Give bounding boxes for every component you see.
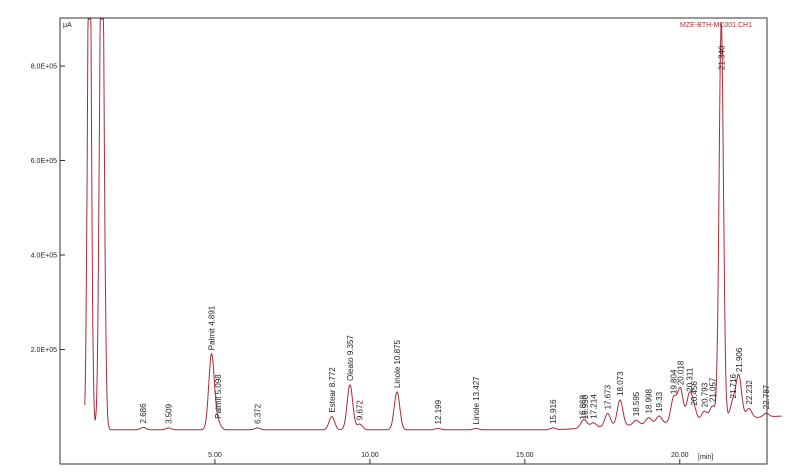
peak-label: Palmit 4.891 [208,305,217,350]
x-tick-label: 15.00 [516,452,534,459]
peak-label: 9.672 [356,400,365,421]
peak-label: 21.340 [717,45,726,70]
y-tick-label: 2.0E+05 [31,347,57,354]
peak-label: 21.057 [709,377,718,402]
peak-label: 12.199 [434,399,443,424]
y-tick-label: 8.0E+05 [31,64,57,71]
peak-label: 18.595 [632,391,641,416]
peak-label: 15.916 [549,399,558,424]
peak-label: 22.232 [745,380,754,405]
y-axis-ticks: 2.0E+05 4.0E+05 6.0E+05 8.0E+05 [31,64,65,354]
peak-label: 3.509 [165,403,174,424]
peak-label: 16.950 [581,394,590,419]
peak-label: 20.456 [690,381,699,406]
peak-label: 21.906 [735,347,744,372]
peak-label: 20.018 [676,360,685,385]
peak-label: Linole 13.427 [472,376,481,425]
peak-label: 22.787 [762,384,771,409]
peak-label: Palmit 5.098 [214,374,223,419]
peak-label: 17.673 [604,384,613,409]
x-axis-ticks: 5.00 10.00 15.00 20.00 [208,452,689,464]
peak-label: Estear 8.772 [328,367,337,413]
peak-label: 20.793 [700,382,709,407]
peak-label: Linole 10.875 [393,339,402,388]
x-axis-label: [min] [698,454,713,461]
chromatogram-trace [84,18,782,431]
y-tick-label: 6.0E+05 [31,158,57,165]
x-tick-label: 5.00 [208,452,222,459]
peak-label: 6.372 [253,403,262,424]
peak-labels: 2.686 3.509 Palmit 4.891 Palmit 5.098 6.372 E… [139,45,771,424]
plot-frame [59,17,768,465]
peak-label: 21.716 [729,373,738,398]
peak-label: 20.311 [685,367,694,391]
peak-label: 17.214 [589,394,598,419]
peak-label: 18.998 [645,389,654,414]
x-tick-label: 10.00 [361,452,379,459]
trace-id-label: MZE-BTH-MC001.CH1 [680,22,752,29]
peak-label: 19.33 [655,391,664,412]
peak-label: 19.804 [670,369,679,394]
y-axis-label: μA [63,22,72,29]
x-tick-label: 20.00 [671,452,689,459]
y-tick-label: 4.0E+05 [31,253,57,260]
peak-label: 2.686 [139,403,148,424]
peak-label: 16.869 [579,394,588,419]
peak-label: Oleato 9.357 [346,335,355,381]
peak-label: 18.073 [616,371,625,396]
